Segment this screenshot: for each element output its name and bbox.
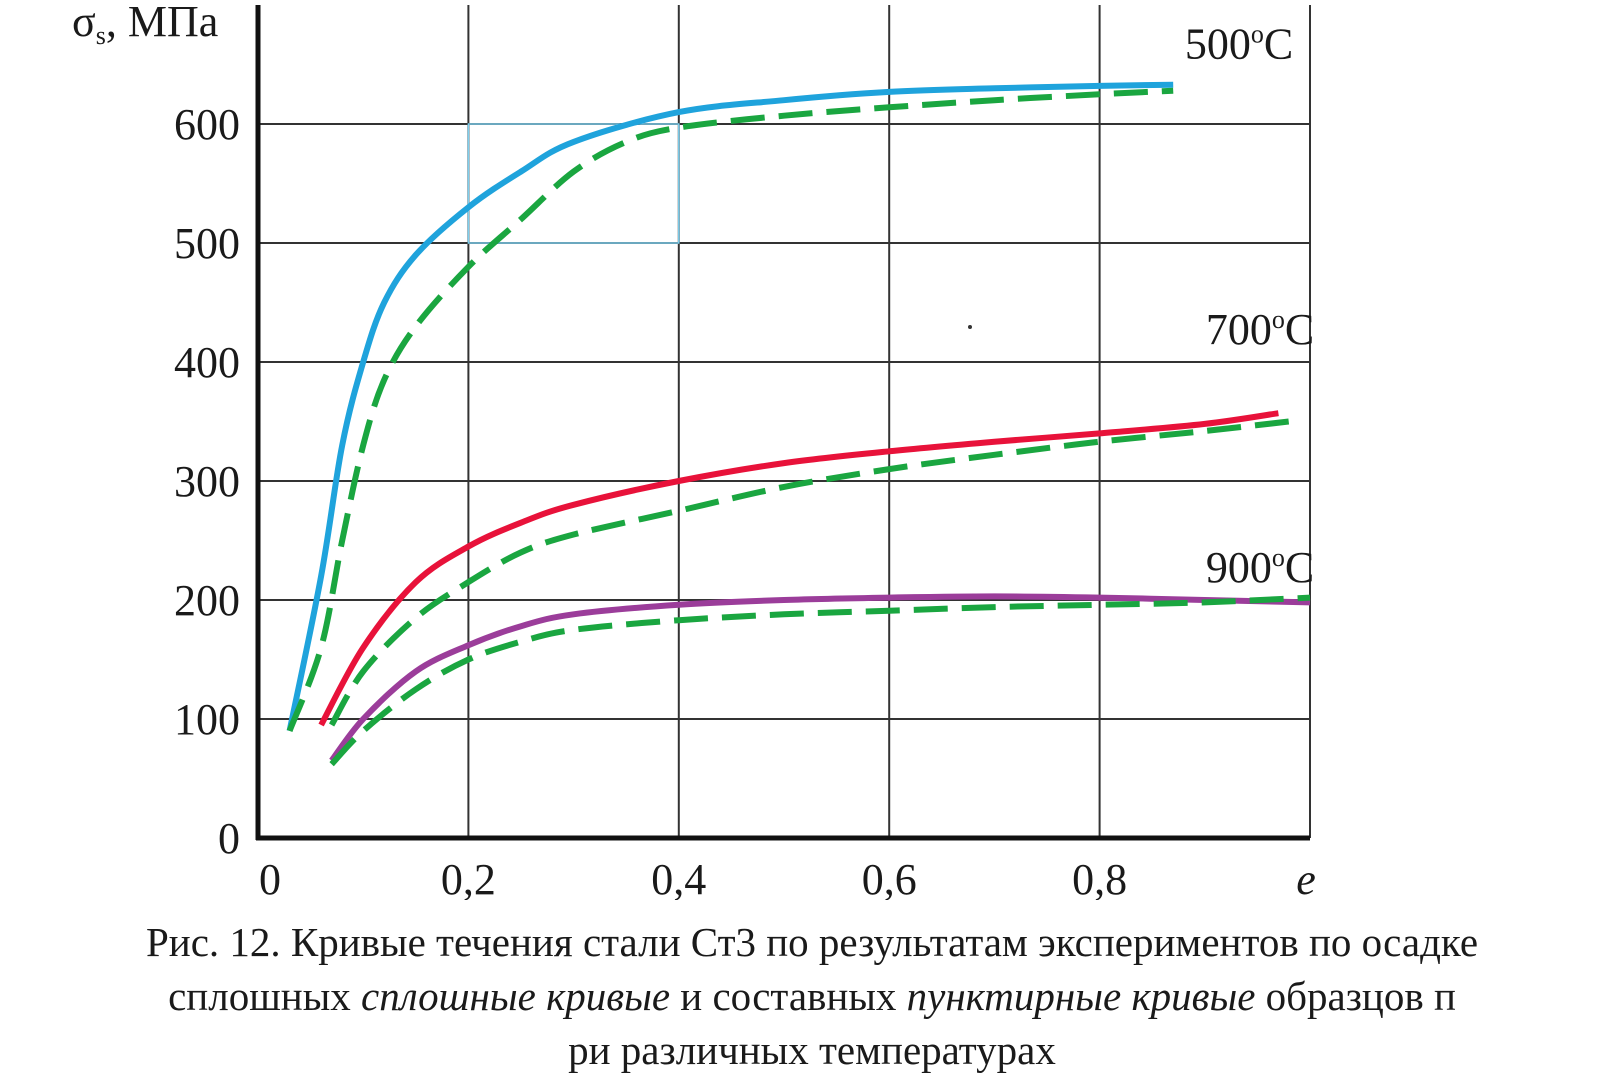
series-500-solid [286,81,1174,732]
temperature-label-500: 500oC [1185,20,1293,69]
x-axis-title: e [1296,855,1316,900]
temperature-label-900: 900oC [1206,543,1314,592]
caption-italic-solid: сплошные кривые [361,973,671,1019]
series-700-dashed [328,418,1290,727]
caption-line-1: Рис. 12. Кривые течения стали Ст3 по рез… [145,919,1479,965]
temperature-label-700: 700oC [1206,305,1314,354]
caption-text: образцов п [1255,973,1456,1019]
x-tick-label-3: 0,6 [862,855,917,900]
y-tick-label-6: 600 [174,100,240,149]
temperature-labels: 500oC 700oC 900oC [1185,20,1314,593]
y-tick-label-3: 300 [174,457,240,506]
caption-text: сплошных [168,973,362,1019]
y-axis-label: σs, МПа [72,0,218,50]
series-700-solid [318,410,1279,727]
figure-caption: Рис. 12. Кривые течения стали Ст3 по рез… [0,915,1624,1077]
x-axis-label: e [1296,855,1316,900]
flow-curves-chart: 0 100 200 300 400 500 600 0 0,2 0,4 0,6 0,8 500oC 70… [72,0,1316,900]
y-tick-label-4: 400 [174,338,240,387]
y-tick-label-1: 100 [174,695,240,744]
grid-lines [258,5,1311,838]
highlight-box [467,123,680,244]
y-tick-label-0: 0 [218,814,240,863]
series-900-dashed [329,594,1311,767]
x-tick-label-0: 0 [259,855,281,900]
y-tick-label-2: 200 [174,576,240,625]
tick-labels: 0 100 200 300 400 500 600 0 0,2 0,4 0,6 0,8 [174,100,1127,900]
x-tick-label-1: 0,2 [441,855,496,900]
axes [255,5,1310,841]
x-tick-label-4: 0,8 [1072,855,1127,900]
stray-dot [968,325,972,329]
caption-line-3: ри различных температурах [568,1027,1056,1073]
series-group [286,81,1311,767]
series-900-solid [329,593,1311,763]
y-axis-title: σs, МПа [72,0,218,50]
x-tick-label-2: 0,4 [651,855,706,900]
highlight-rect [467,123,680,244]
series-500-dashed [286,87,1174,732]
y-tick-label-5: 500 [174,219,240,268]
caption-italic-dashed: пунктирные кривые [906,973,1256,1019]
caption-line-2: сплошных сплошные кривые и составных пун… [0,969,1624,1023]
caption-text: и составных [670,973,907,1019]
